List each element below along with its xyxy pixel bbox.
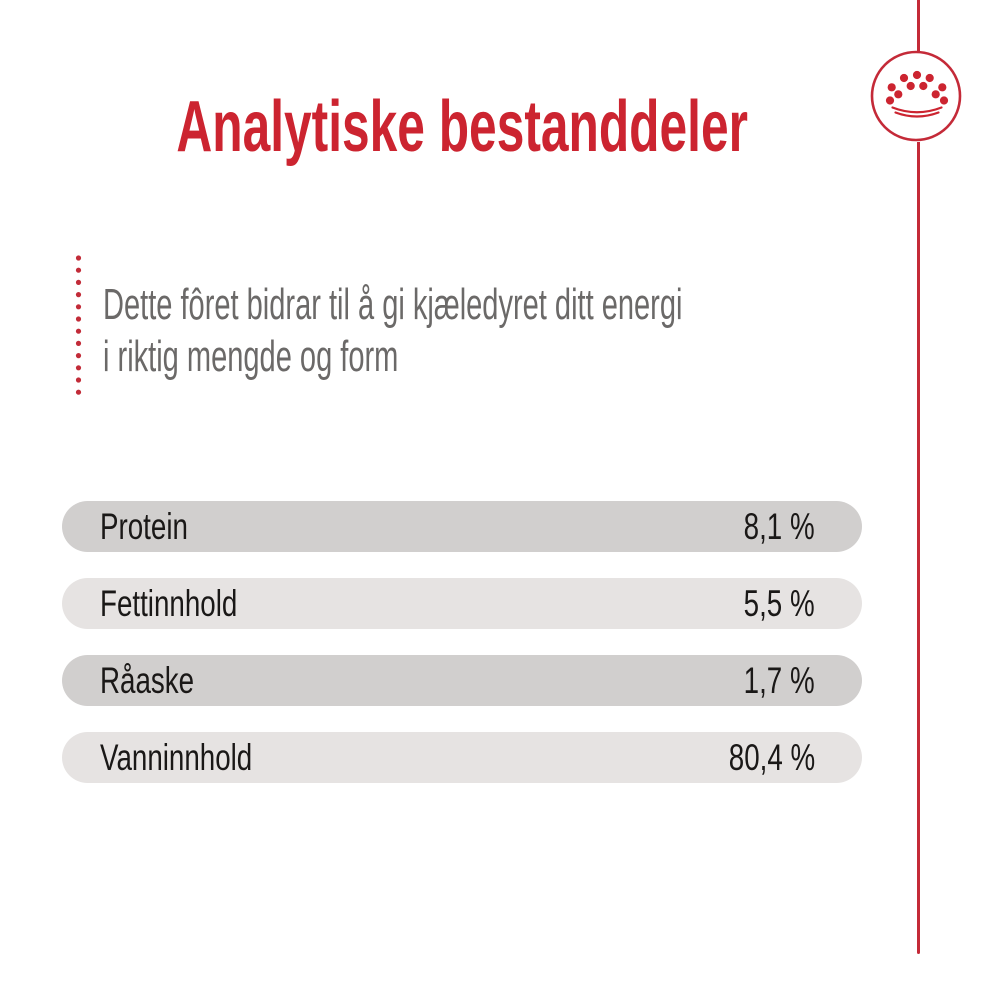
row-label: Vanninnhold	[100, 736, 253, 778]
table-row-raaske: Råaske 1,7 %	[62, 655, 862, 706]
right-vertical-line-bottom	[917, 142, 920, 954]
table-row-vanninnhold: Vanninnhold 80,4 %	[62, 732, 862, 783]
row-value: 80,4 %	[728, 736, 815, 778]
row-value: 5,5 %	[744, 582, 815, 624]
row-label: Råaske	[100, 659, 195, 701]
page-title-text: Analytiske bestanddeler	[176, 87, 748, 167]
row-label: Protein	[100, 505, 188, 547]
royal-canin-crown-icon	[870, 50, 962, 142]
constituents-table: Protein 8,1 % Fettinnhold 5,5 % Råaske 1…	[62, 501, 862, 809]
table-row-fettinnhold: Fettinnhold 5,5 %	[62, 578, 862, 629]
description: Dette fôret bidrar til å gi kjæledyret d…	[103, 279, 981, 383]
dotted-accent-line	[75, 255, 82, 395]
page-title: Analytiske bestanddeler	[0, 91, 924, 163]
row-value: 8,1 %	[744, 505, 815, 547]
description-line-2: i riktig mengde og form	[103, 332, 399, 381]
row-label: Fettinnhold	[100, 582, 238, 624]
table-row-protein: Protein 8,1 %	[62, 501, 862, 552]
row-value: 1,7 %	[744, 659, 815, 701]
description-line-1: Dette fôret bidrar til å gi kjæledyret d…	[103, 280, 683, 329]
right-vertical-line-top	[917, 0, 920, 51]
